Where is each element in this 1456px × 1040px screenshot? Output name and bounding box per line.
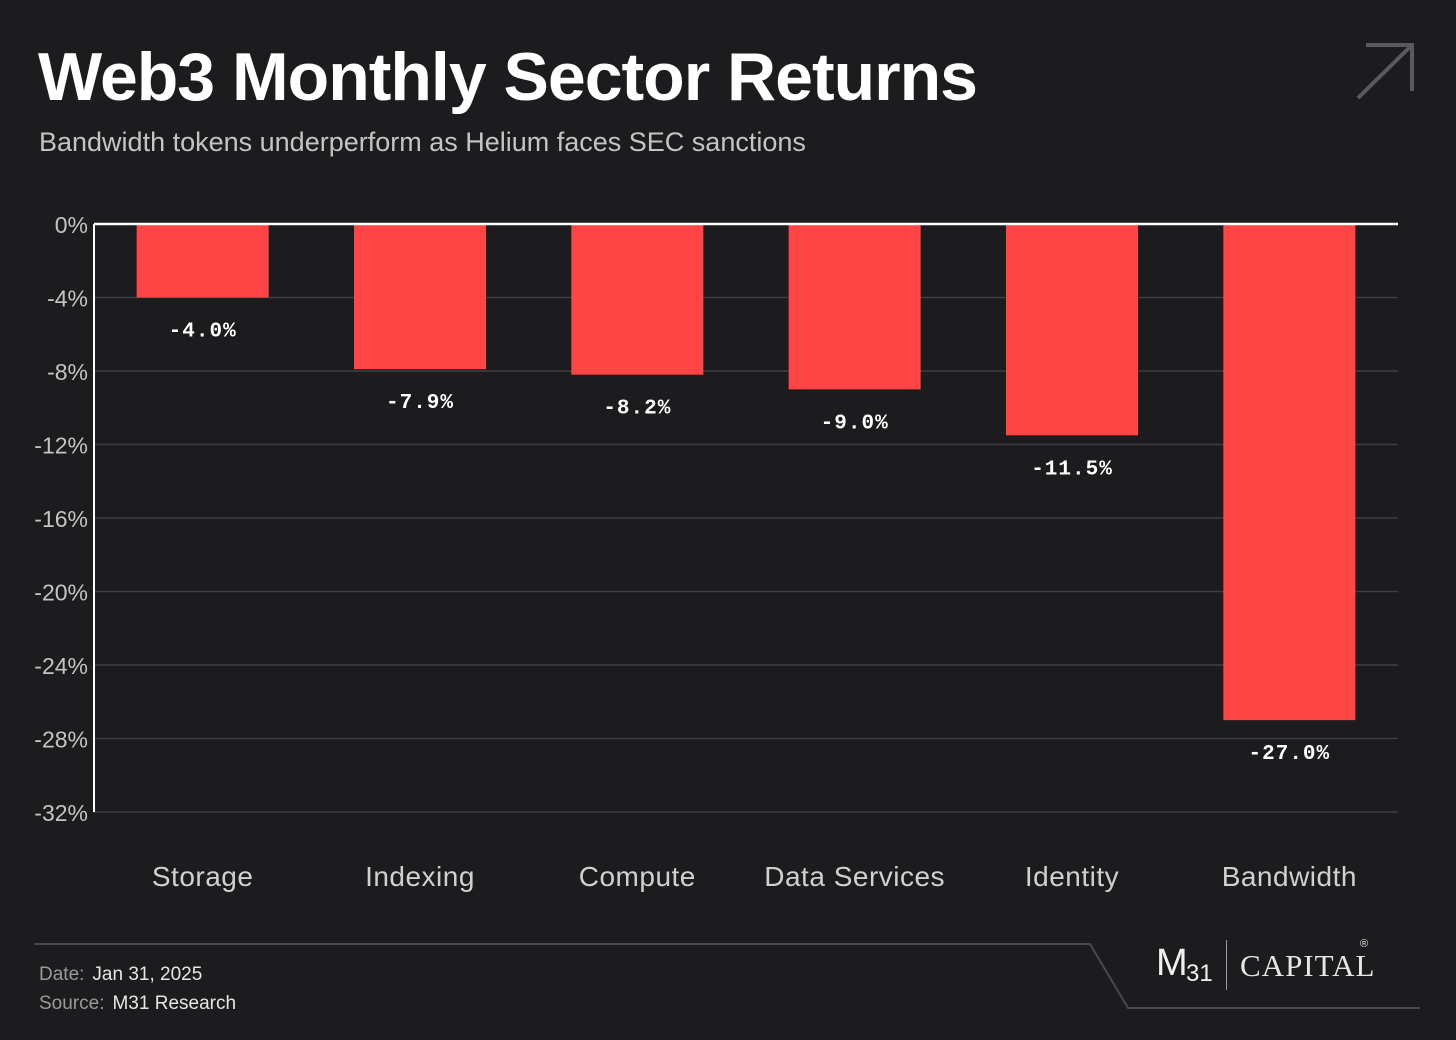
y-tick-label: -24% [34,653,88,679]
date-label: Date: [39,964,85,985]
y-tick-label: 0% [55,212,88,238]
source-label: Source: [39,993,105,1014]
bar-value-label: -7.9% [386,392,454,415]
bar-value-label: -11.5% [1031,458,1113,481]
y-tick-label: -20% [34,580,88,606]
y-tick-label: -8% [47,359,88,385]
source-row: Source: M31 Research [39,993,236,1015]
y-tick-label: -32% [34,800,88,826]
x-category-label: Bandwidth [1222,861,1357,892]
brand-divider [1226,940,1227,990]
date-row: Date: Jan 31, 2025 [39,964,202,986]
bar-chart: 0% -4% -8% -12% -16% -20% -24% -28% -32% -4.0% Sto… [34,212,1398,892]
x-category-label: Storage [152,861,254,892]
bar-value-label: -8.2% [603,398,671,421]
bar [788,224,921,390]
bar [1006,224,1138,436]
source-value: M31 Research [112,993,237,1014]
brand-registered: ® [1360,938,1369,950]
x-category-label: Indexing [365,861,475,892]
chart-title: Web3 Monthly Sector Returns [38,39,978,115]
x-category-label: Data Services [764,861,945,892]
chart-subtitle: Bandwidth tokens underperform as Helium … [39,127,806,157]
brand-m: M [1156,942,1188,984]
arrow-up-right-icon [1356,43,1414,100]
x-category-label: Identity [1025,861,1119,892]
date-value: Jan 31, 2025 [92,964,203,985]
bar [571,224,704,375]
bar-value-label: -4.0% [169,321,237,344]
bar [1223,224,1356,721]
x-category-label: Compute [579,861,696,892]
brand-sub: 31 [1186,960,1213,987]
bar [136,224,269,298]
bar-value-label: -27.0% [1249,743,1331,766]
y-tick-label: -28% [34,727,88,753]
brand-capital: CAPITAL [1240,948,1376,983]
y-tick-label: -12% [34,433,88,459]
bar [354,224,486,370]
bar-value-label: -9.0% [821,412,889,435]
y-tick-label: -16% [34,506,88,532]
y-tick-label: -4% [47,286,88,312]
